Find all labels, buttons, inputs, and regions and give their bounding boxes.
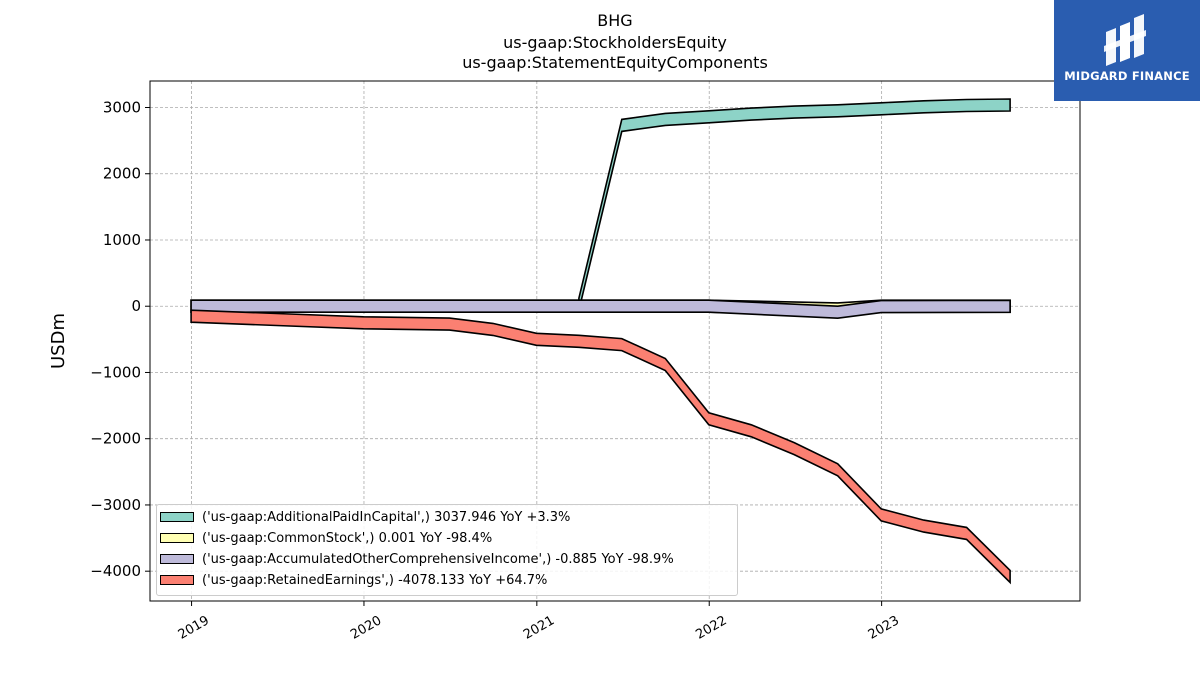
legend-label: ('us-gaap:CommonStock',) 0.001 YoY -98.4… xyxy=(202,530,493,546)
legend-entry: ('us-gaap:AccumulatedOtherComprehensiveI… xyxy=(157,549,674,569)
y-axis-label: USDm xyxy=(48,313,69,369)
legend-entry: ('us-gaap:RetainedEarnings',) -4078.133 … xyxy=(157,570,547,590)
logo-wordmark: MIDGARD FINANCE xyxy=(1064,69,1190,83)
y-tick-label: 3000 xyxy=(103,98,141,116)
chart-subtitle: us-gaap:StatementEquityComponents xyxy=(462,53,768,72)
plot-frame xyxy=(149,80,1081,602)
legend-label: ('us-gaap:RetainedEarnings',) -4078.133 … xyxy=(202,572,548,588)
x-tick-label: 2021 xyxy=(521,613,557,643)
x-tick-label: 2022 xyxy=(693,613,729,643)
y-tick-label: −3000 xyxy=(90,496,141,514)
legend-label: ('us-gaap:AdditionalPaidInCapital',) 303… xyxy=(202,509,571,525)
y-tick-label: −4000 xyxy=(90,562,141,580)
legend-entry: ('us-gaap:AdditionalPaidInCapital',) 303… xyxy=(157,507,570,527)
legend-swatch xyxy=(160,512,194,522)
series-band-3 xyxy=(190,309,1011,585)
chart-legend: ('us-gaap:AdditionalPaidInCapital',) 303… xyxy=(156,504,738,596)
series-band-0 xyxy=(578,98,1011,311)
midgard-finance-logo: MIDGARD FINANCE xyxy=(1054,0,1200,101)
y-tick-label: −2000 xyxy=(90,430,141,448)
series-band-2 xyxy=(190,299,1011,320)
y-tick-label: 2000 xyxy=(103,165,141,183)
x-tick-label: 2020 xyxy=(348,613,384,643)
chart-title-ticker: BHG xyxy=(597,11,633,30)
x-tick-label: 2023 xyxy=(866,613,902,643)
legend-label: ('us-gaap:AccumulatedOtherComprehensiveI… xyxy=(202,551,674,567)
y-tick-label: 0 xyxy=(131,297,141,315)
x-tick-label: 2019 xyxy=(176,613,212,643)
y-tick-label: −1000 xyxy=(90,363,141,381)
legend-entry: ('us-gaap:CommonStock',) 0.001 YoY -98.4… xyxy=(157,528,492,548)
midgard-logo-icon xyxy=(1104,14,1146,66)
legend-swatch xyxy=(160,554,194,564)
legend-swatch xyxy=(160,533,194,543)
y-tick-label: 1000 xyxy=(103,231,141,249)
legend-swatch xyxy=(160,575,194,585)
chart-title-concept: us-gaap:StockholdersEquity xyxy=(503,33,727,52)
